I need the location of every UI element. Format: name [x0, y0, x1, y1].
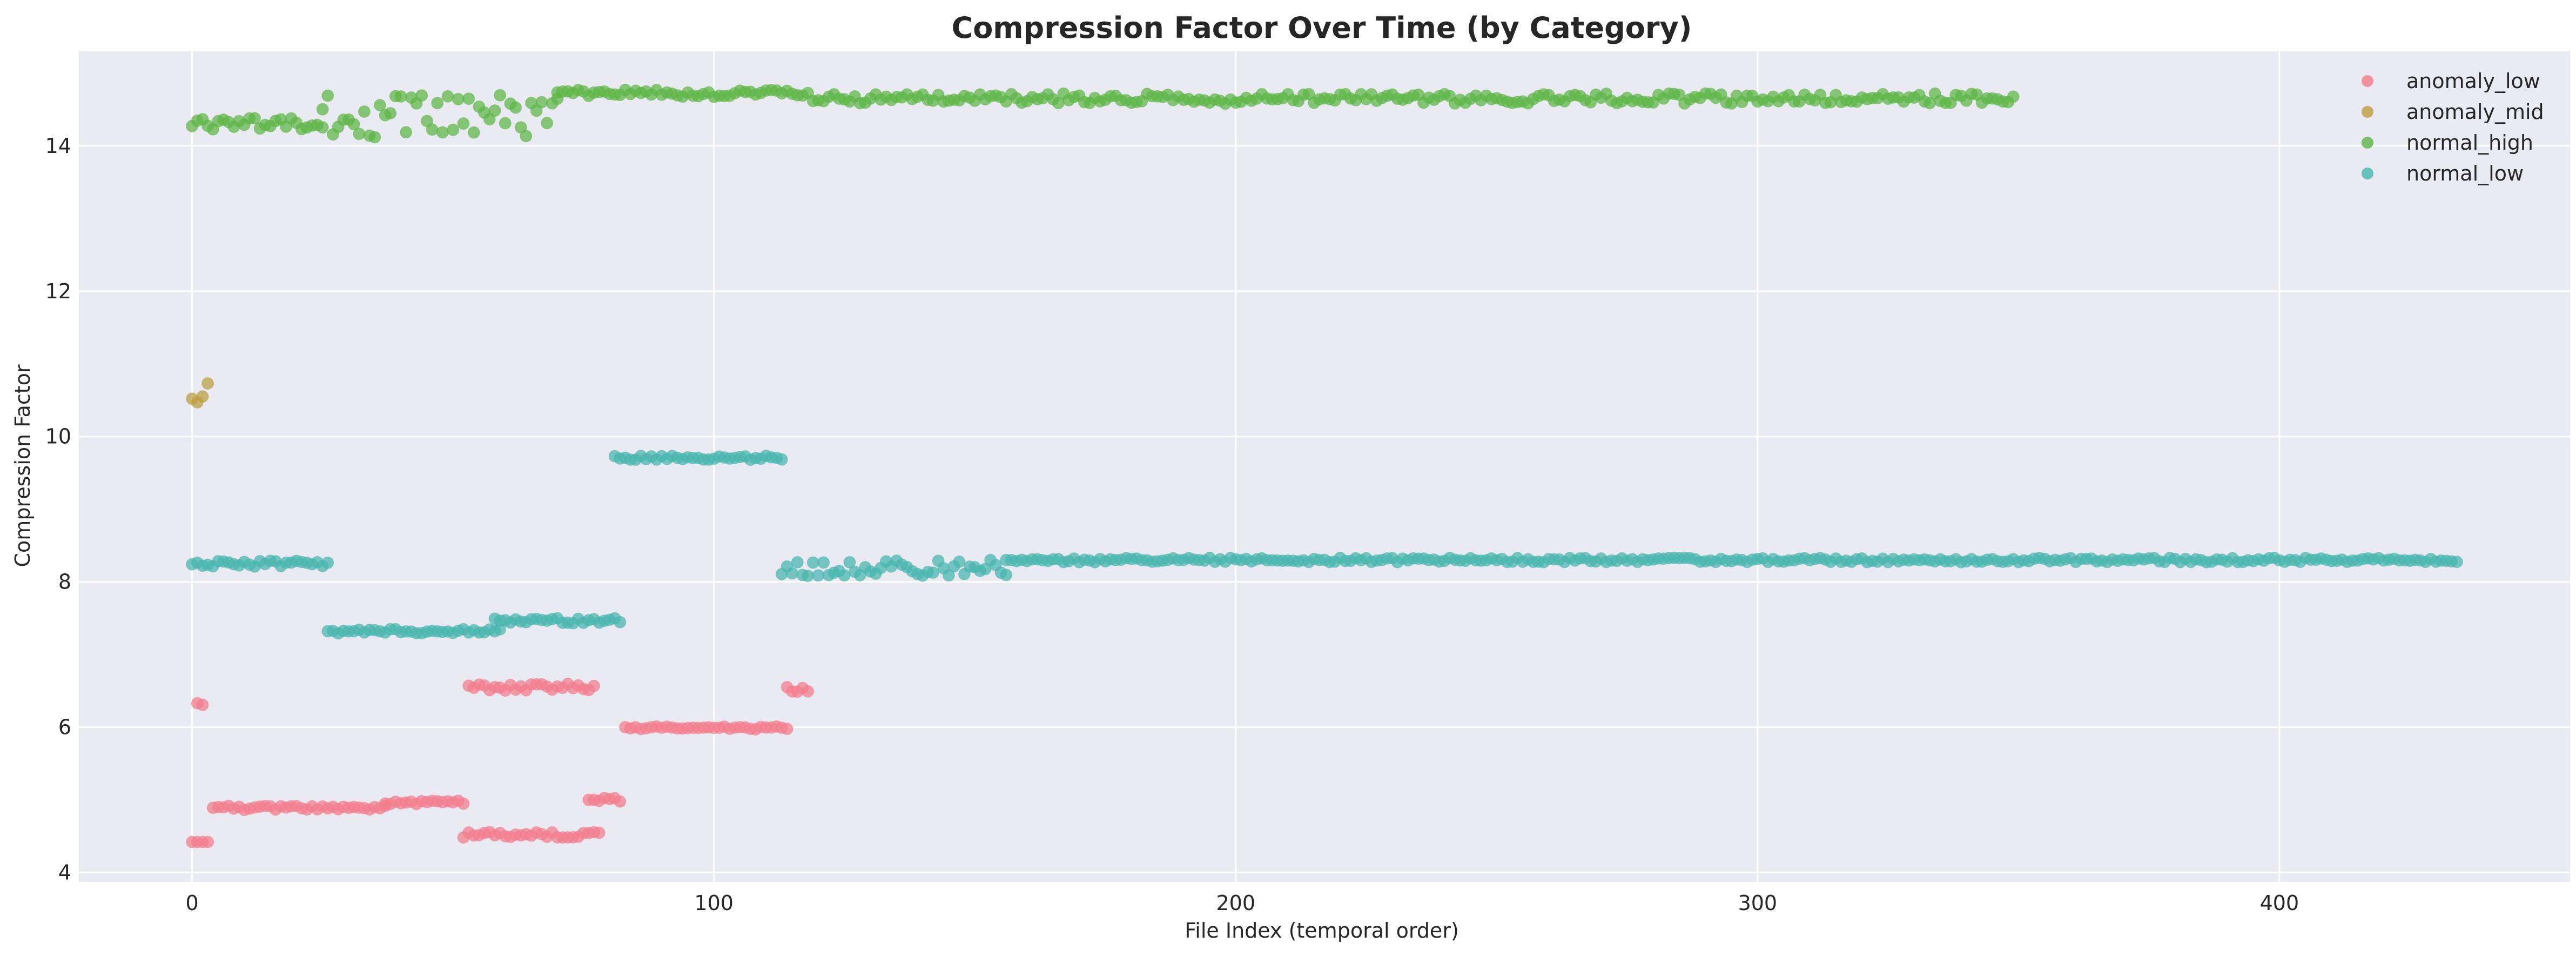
data-point: [248, 112, 261, 125]
data-point: [368, 131, 381, 144]
data-point: [1000, 569, 1013, 581]
data-point: [201, 835, 214, 848]
data-point: [431, 97, 444, 110]
series-anomaly_mid: [186, 377, 214, 409]
data-point: [447, 123, 460, 136]
y-tick-label: 12: [45, 279, 71, 303]
data-point: [499, 117, 512, 130]
y-tick-label: 10: [45, 425, 71, 449]
data-point: [316, 103, 329, 116]
x-tick-label: 100: [694, 891, 734, 915]
y-axis-label: Compression Factor: [11, 364, 35, 567]
data-point: [843, 556, 856, 569]
data-point: [467, 126, 480, 139]
legend-label: anomaly_mid: [2406, 100, 2544, 124]
data-point: [488, 104, 501, 117]
y-tick-label: 8: [58, 570, 71, 594]
data-point: [520, 130, 533, 143]
x-tick-label: 200: [1216, 891, 1256, 915]
y-tick-label: 4: [58, 861, 71, 885]
data-point: [415, 89, 428, 102]
data-point: [494, 89, 507, 102]
data-point: [802, 685, 815, 698]
data-point: [781, 723, 793, 736]
data-point: [802, 570, 815, 583]
plot-background: [79, 51, 2570, 882]
data-point: [347, 118, 360, 131]
data-point: [927, 566, 939, 579]
data-point: [436, 126, 449, 139]
data-point: [775, 453, 788, 466]
data-point: [509, 101, 522, 114]
legend-marker: [2362, 75, 2373, 87]
data-point: [457, 797, 470, 810]
data-point: [614, 616, 627, 629]
axis-ticks: 0 100 200 300 400 4 6 8 10 12 14: [45, 134, 2299, 915]
legend-label: normal_high: [2406, 131, 2533, 155]
series-normal_high: [186, 83, 2020, 144]
data-point: [953, 555, 966, 568]
data-point: [400, 126, 413, 139]
x-tick-label: 0: [186, 891, 199, 915]
data-point: [441, 90, 454, 103]
data-point: [979, 563, 992, 576]
x-tick-label: 300: [1738, 891, 1778, 915]
data-point: [358, 105, 371, 118]
data-point: [196, 390, 209, 403]
data-point: [942, 569, 955, 582]
data-point: [2007, 90, 2020, 103]
data-point: [786, 567, 799, 580]
data-point: [196, 698, 209, 711]
y-tick-label: 14: [45, 134, 71, 158]
data-point: [817, 556, 830, 569]
data-point: [838, 569, 851, 582]
legend-label: normal_low: [2406, 162, 2524, 185]
data-point: [384, 107, 397, 120]
grid-lines: [79, 51, 2570, 882]
series-normal_low: [186, 450, 2463, 640]
data-point: [541, 117, 554, 130]
data-point: [2450, 556, 2463, 569]
data-points: [186, 83, 2463, 848]
legend-label: anomaly_low: [2406, 69, 2540, 93]
series-anomaly_low: [186, 677, 815, 848]
data-point: [201, 377, 214, 390]
data-point: [457, 117, 470, 130]
data-point: [316, 121, 329, 134]
data-point: [812, 569, 825, 582]
data-point: [321, 556, 334, 569]
data-point: [373, 99, 386, 112]
legend-marker: [2362, 168, 2373, 179]
data-point: [394, 90, 407, 103]
legend-marker: [2362, 106, 2373, 118]
chart-title: Compression Factor Over Time (by Categor…: [952, 11, 1692, 45]
data-point: [806, 556, 819, 569]
y-tick-label: 6: [58, 716, 71, 739]
x-axis-label: File Index (temporal order): [1185, 919, 1459, 942]
data-point: [426, 123, 439, 136]
x-tick-label: 400: [2260, 891, 2299, 915]
data-point: [791, 556, 804, 569]
data-point: [321, 89, 334, 102]
data-point: [535, 96, 548, 109]
legend: anomaly_low anomaly_mid normal_high normal_…: [2362, 69, 2544, 185]
data-point: [593, 826, 606, 839]
data-point: [462, 92, 475, 105]
data-point: [588, 679, 600, 692]
data-point: [614, 795, 627, 808]
data-point: [353, 128, 366, 141]
data-point: [452, 93, 465, 105]
legend-marker: [2362, 137, 2373, 149]
